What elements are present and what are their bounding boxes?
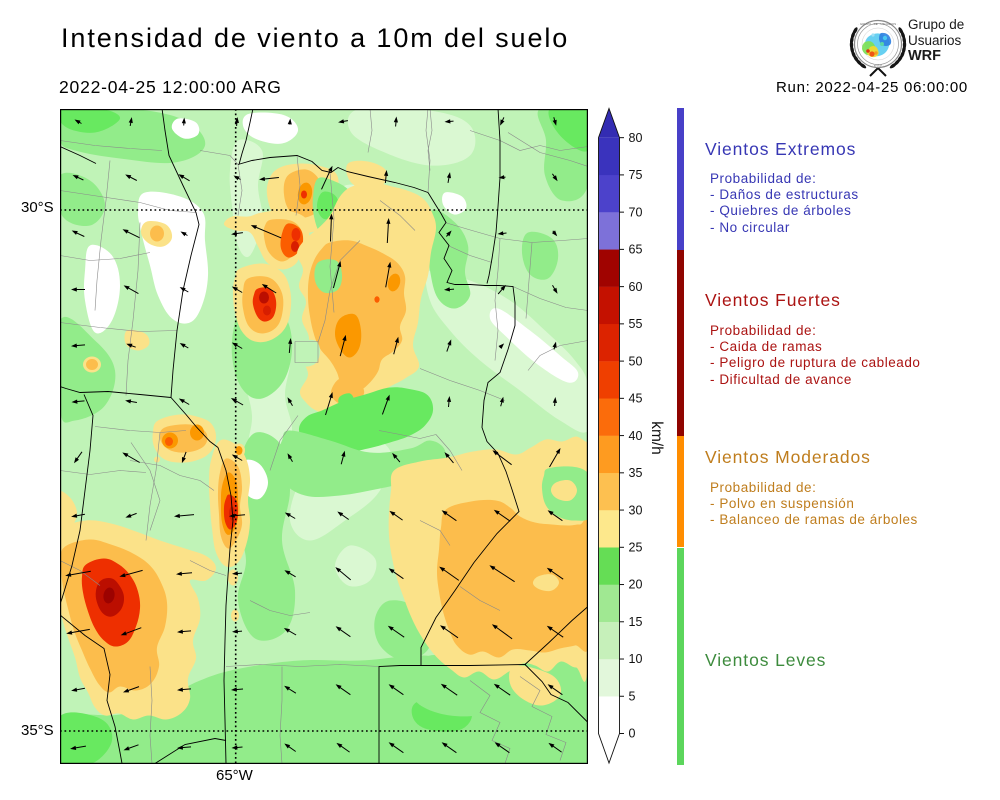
svg-text:15: 15: [629, 615, 643, 629]
svg-text:5: 5: [629, 689, 636, 703]
svg-text:70: 70: [629, 205, 643, 219]
svg-text:20: 20: [629, 578, 643, 592]
svg-text:30: 30: [629, 503, 643, 517]
svg-text:25: 25: [629, 541, 643, 555]
svg-text:35: 35: [629, 466, 643, 480]
svg-text:40: 40: [629, 429, 643, 443]
svg-text:· W R F ·: · W R F ·: [872, 64, 884, 68]
svg-text:75: 75: [629, 168, 643, 182]
svg-text:80: 80: [629, 131, 643, 145]
svg-text:60: 60: [629, 280, 643, 294]
svg-text:50: 50: [629, 354, 643, 368]
svg-text:0: 0: [629, 727, 636, 741]
svg-text:km/h: km/h: [648, 421, 665, 455]
svg-text:45: 45: [629, 392, 643, 406]
svg-text:10: 10: [629, 652, 643, 666]
svg-text:· GRUPO · DE · USUARIOS ·: · GRUPO · DE · USUARIOS ·: [858, 22, 898, 26]
svg-text:65: 65: [629, 243, 643, 257]
svg-text:55: 55: [629, 317, 643, 331]
